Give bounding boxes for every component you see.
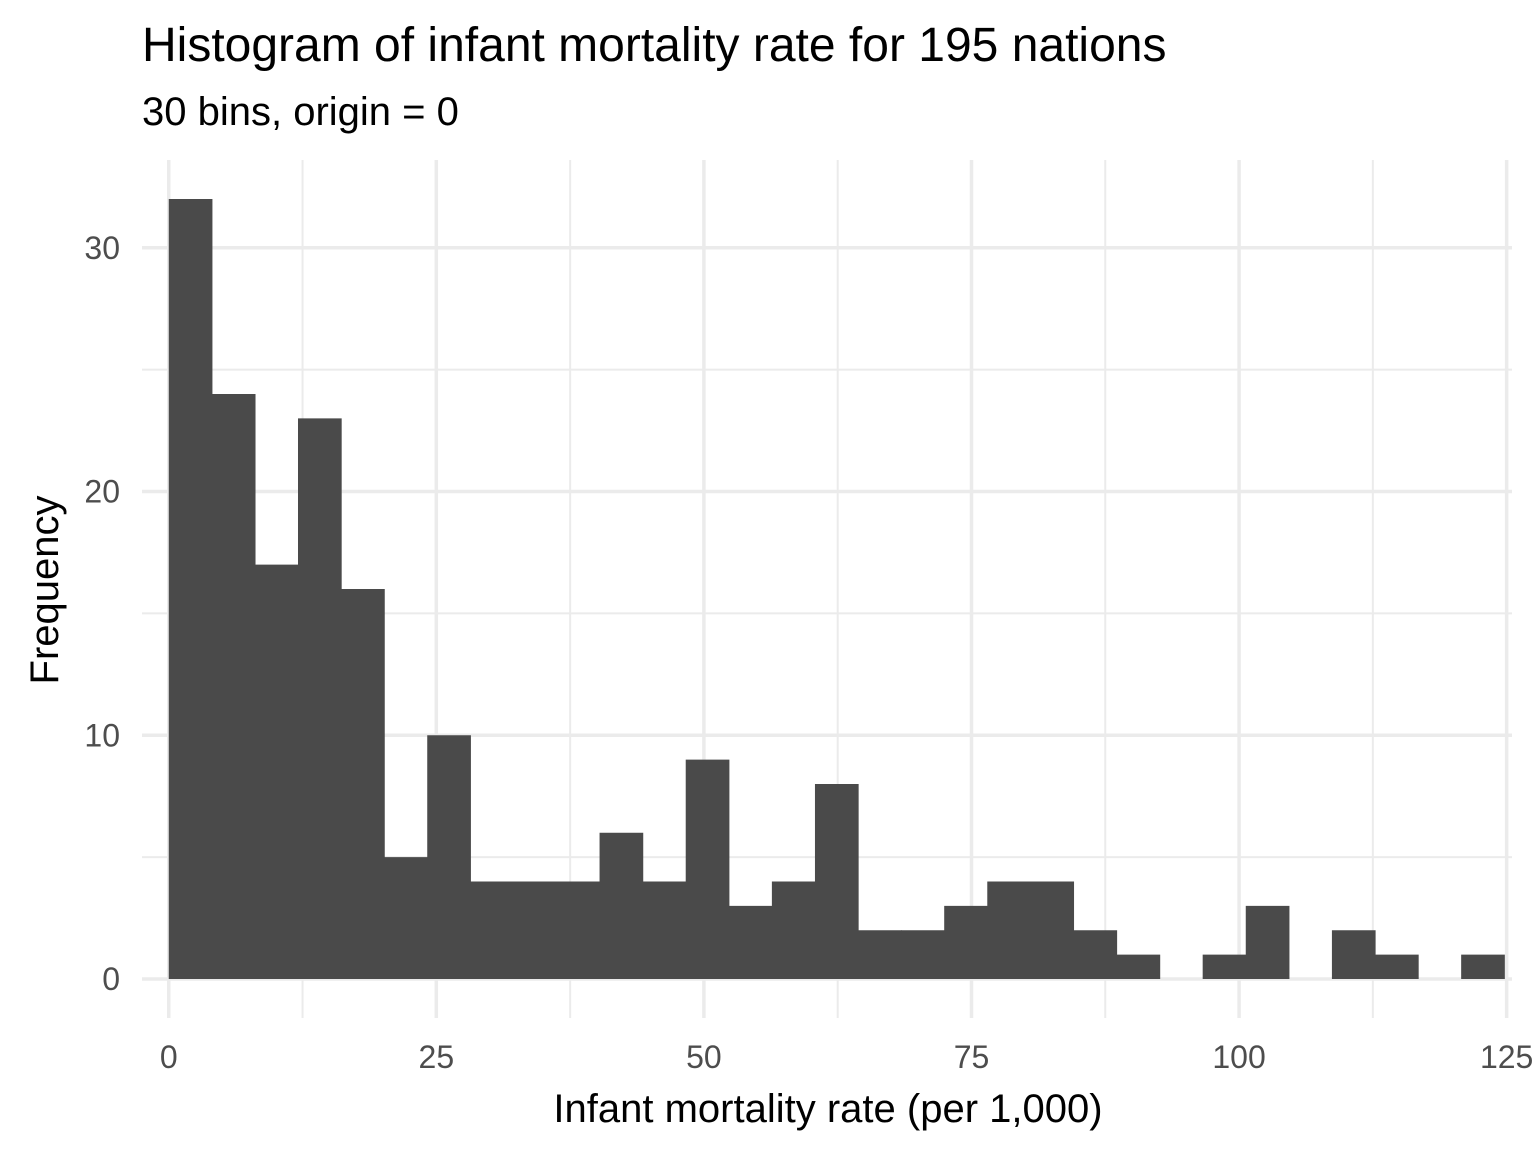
histogram-bar xyxy=(341,589,385,979)
histogram-bar xyxy=(297,418,342,979)
y-tick-label: 0 xyxy=(102,961,120,997)
x-tick-label: 100 xyxy=(1212,1039,1265,1075)
x-axis-title: Infant mortality rate (per 1,000) xyxy=(553,1087,1102,1131)
histogram-bar xyxy=(901,930,945,979)
histogram-bar xyxy=(858,930,902,979)
x-tick-label: 75 xyxy=(954,1039,990,1075)
histogram-bar xyxy=(1245,905,1290,979)
histogram-bar xyxy=(1202,954,1247,979)
tick-label-layer: 0 25 50 75 100 125 0 10 20 30 xyxy=(84,230,1533,1075)
histogram-bar xyxy=(1073,930,1118,979)
grid-layer xyxy=(142,160,1512,1018)
y-axis-title: Frequency xyxy=(23,496,67,685)
histogram-bar xyxy=(771,881,816,979)
histogram-bar xyxy=(685,759,730,979)
histogram-bar xyxy=(384,857,428,979)
histogram-bar xyxy=(814,784,859,979)
histogram-bar xyxy=(1461,954,1505,979)
histogram-bar xyxy=(1030,881,1075,979)
histogram-bar xyxy=(513,881,558,979)
histogram-bar xyxy=(1331,930,1376,979)
bar-layer xyxy=(168,199,1505,979)
histogram-bar xyxy=(1116,954,1161,979)
histogram-bar xyxy=(1375,954,1419,979)
chart-subtitle: 30 bins, origin = 0 xyxy=(142,90,459,134)
histogram-bar xyxy=(987,881,1031,979)
x-tick-label: 25 xyxy=(419,1039,455,1075)
histogram-bar xyxy=(254,564,299,979)
histogram-bar xyxy=(427,735,471,979)
y-tick-label: 30 xyxy=(84,230,120,266)
histogram-bar xyxy=(728,905,773,979)
histogram-bar xyxy=(470,881,514,979)
histogram-bar xyxy=(642,881,687,979)
histogram-bar xyxy=(211,394,256,979)
x-tick-label: 0 xyxy=(160,1039,178,1075)
x-tick-label: 125 xyxy=(1480,1039,1533,1075)
histogram-bar xyxy=(944,905,988,979)
histogram-bar xyxy=(168,199,213,979)
histogram-bar xyxy=(556,881,601,979)
y-tick-label: 20 xyxy=(84,474,120,510)
chart-title: Histogram of infant mortality rate for 1… xyxy=(142,19,1167,72)
histogram-bar xyxy=(599,832,644,979)
y-tick-label: 10 xyxy=(84,717,120,753)
x-tick-label: 50 xyxy=(686,1039,722,1075)
